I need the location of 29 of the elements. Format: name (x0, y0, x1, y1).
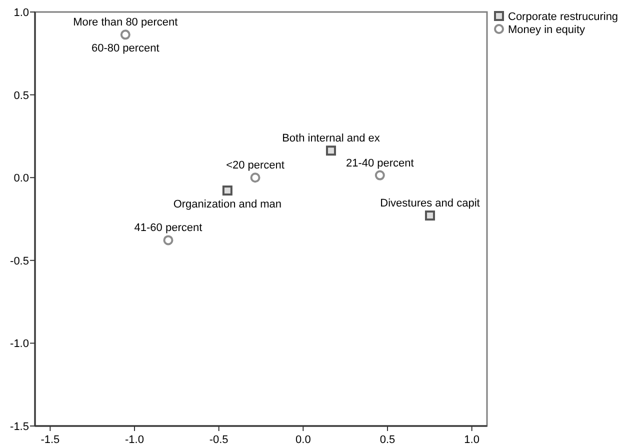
y-tick-label: -0.5 (10, 255, 29, 268)
y-tick-label: -1.5 (10, 421, 29, 433)
point (250, 172, 260, 183)
x-tick-label: -1.5 (40, 434, 60, 446)
point (222, 186, 232, 196)
legend-label: Money in equity (508, 24, 586, 36)
annotation: 60-80 percent (91, 42, 160, 55)
legend-label: Corporate restrucuring (508, 11, 618, 23)
annotation: Both internal and ex (282, 132, 380, 145)
point (374, 170, 385, 180)
annotation: More than 80 percent (73, 16, 178, 29)
x-tick-label: 0.5 (380, 434, 396, 446)
x-tick-label: -0.5 (209, 434, 228, 446)
point (326, 146, 336, 156)
annotation: <20 percent (226, 160, 284, 172)
point (120, 30, 130, 40)
point (163, 235, 174, 246)
annotation: Divestures and capit (380, 198, 480, 210)
point (424, 210, 435, 221)
annotation: Organization and man (173, 198, 282, 211)
y-tick-label: 0.5 (14, 90, 29, 102)
annotation: 21-40 percent (346, 157, 414, 170)
x-tick-label: -1.0 (125, 434, 144, 446)
y-tick-label: -1.0 (10, 338, 29, 350)
x-tick-label: 1.0 (464, 434, 480, 446)
x-tick-label: 0.0 (296, 434, 311, 446)
y-tick-label: 1.0 (14, 7, 29, 19)
y-tick-label: 0.0 (14, 172, 29, 185)
annotation: 41-60 percent (134, 222, 202, 234)
